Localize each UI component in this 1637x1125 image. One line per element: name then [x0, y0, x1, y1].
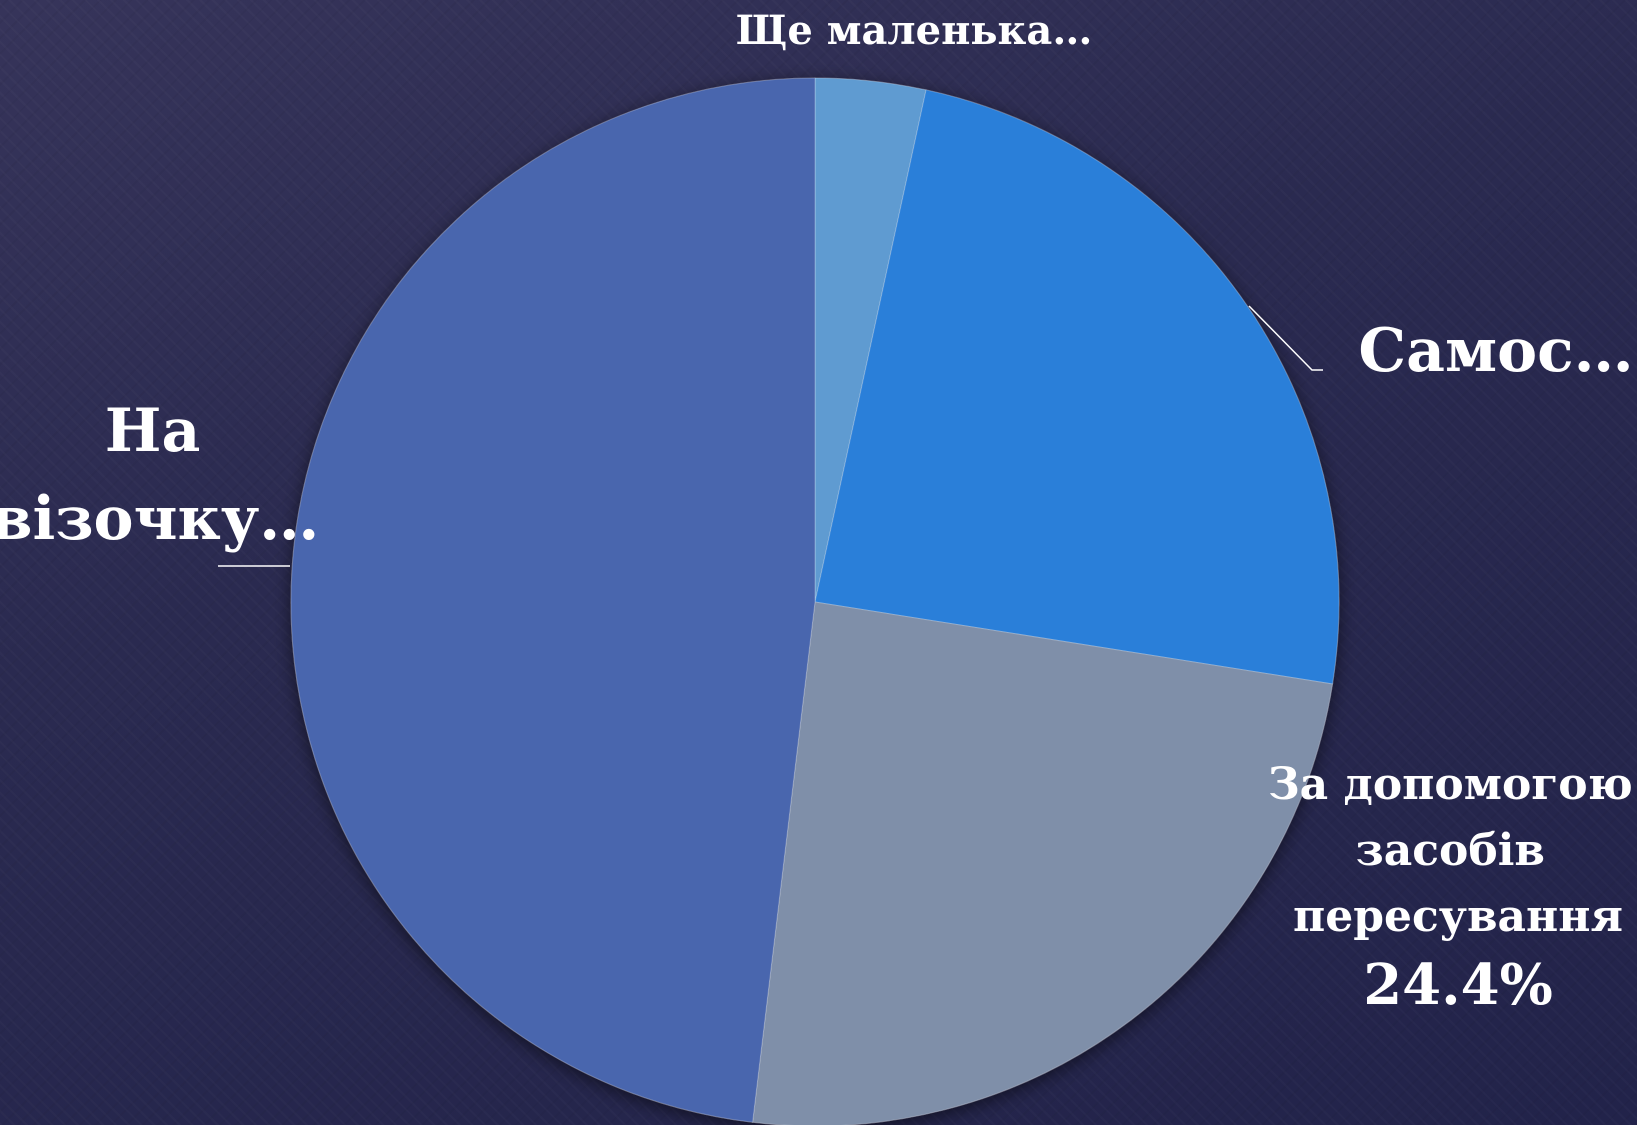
- pie-slices: [290, 77, 1340, 1125]
- slice-label-vizochku: На візочку…: [0, 396, 319, 554]
- slice-label-small: Ще маленька…: [736, 7, 1093, 54]
- slice-samos: [814, 89, 1340, 685]
- slice-vizochku: [290, 77, 816, 1123]
- slice-value-mobility-aids: 24.4%: [1363, 952, 1553, 1018]
- leader-line-samos: [1248, 305, 1323, 371]
- slice-label-samos: Самос…: [1358, 316, 1633, 386]
- slice-label-mobility-aids: За допомогою засобів пересування: [1268, 759, 1637, 942]
- slice-mobility-aids: [752, 601, 1334, 1125]
